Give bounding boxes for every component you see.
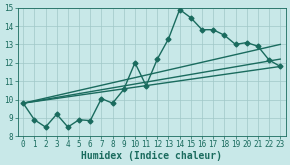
X-axis label: Humidex (Indice chaleur): Humidex (Indice chaleur) xyxy=(81,151,222,161)
